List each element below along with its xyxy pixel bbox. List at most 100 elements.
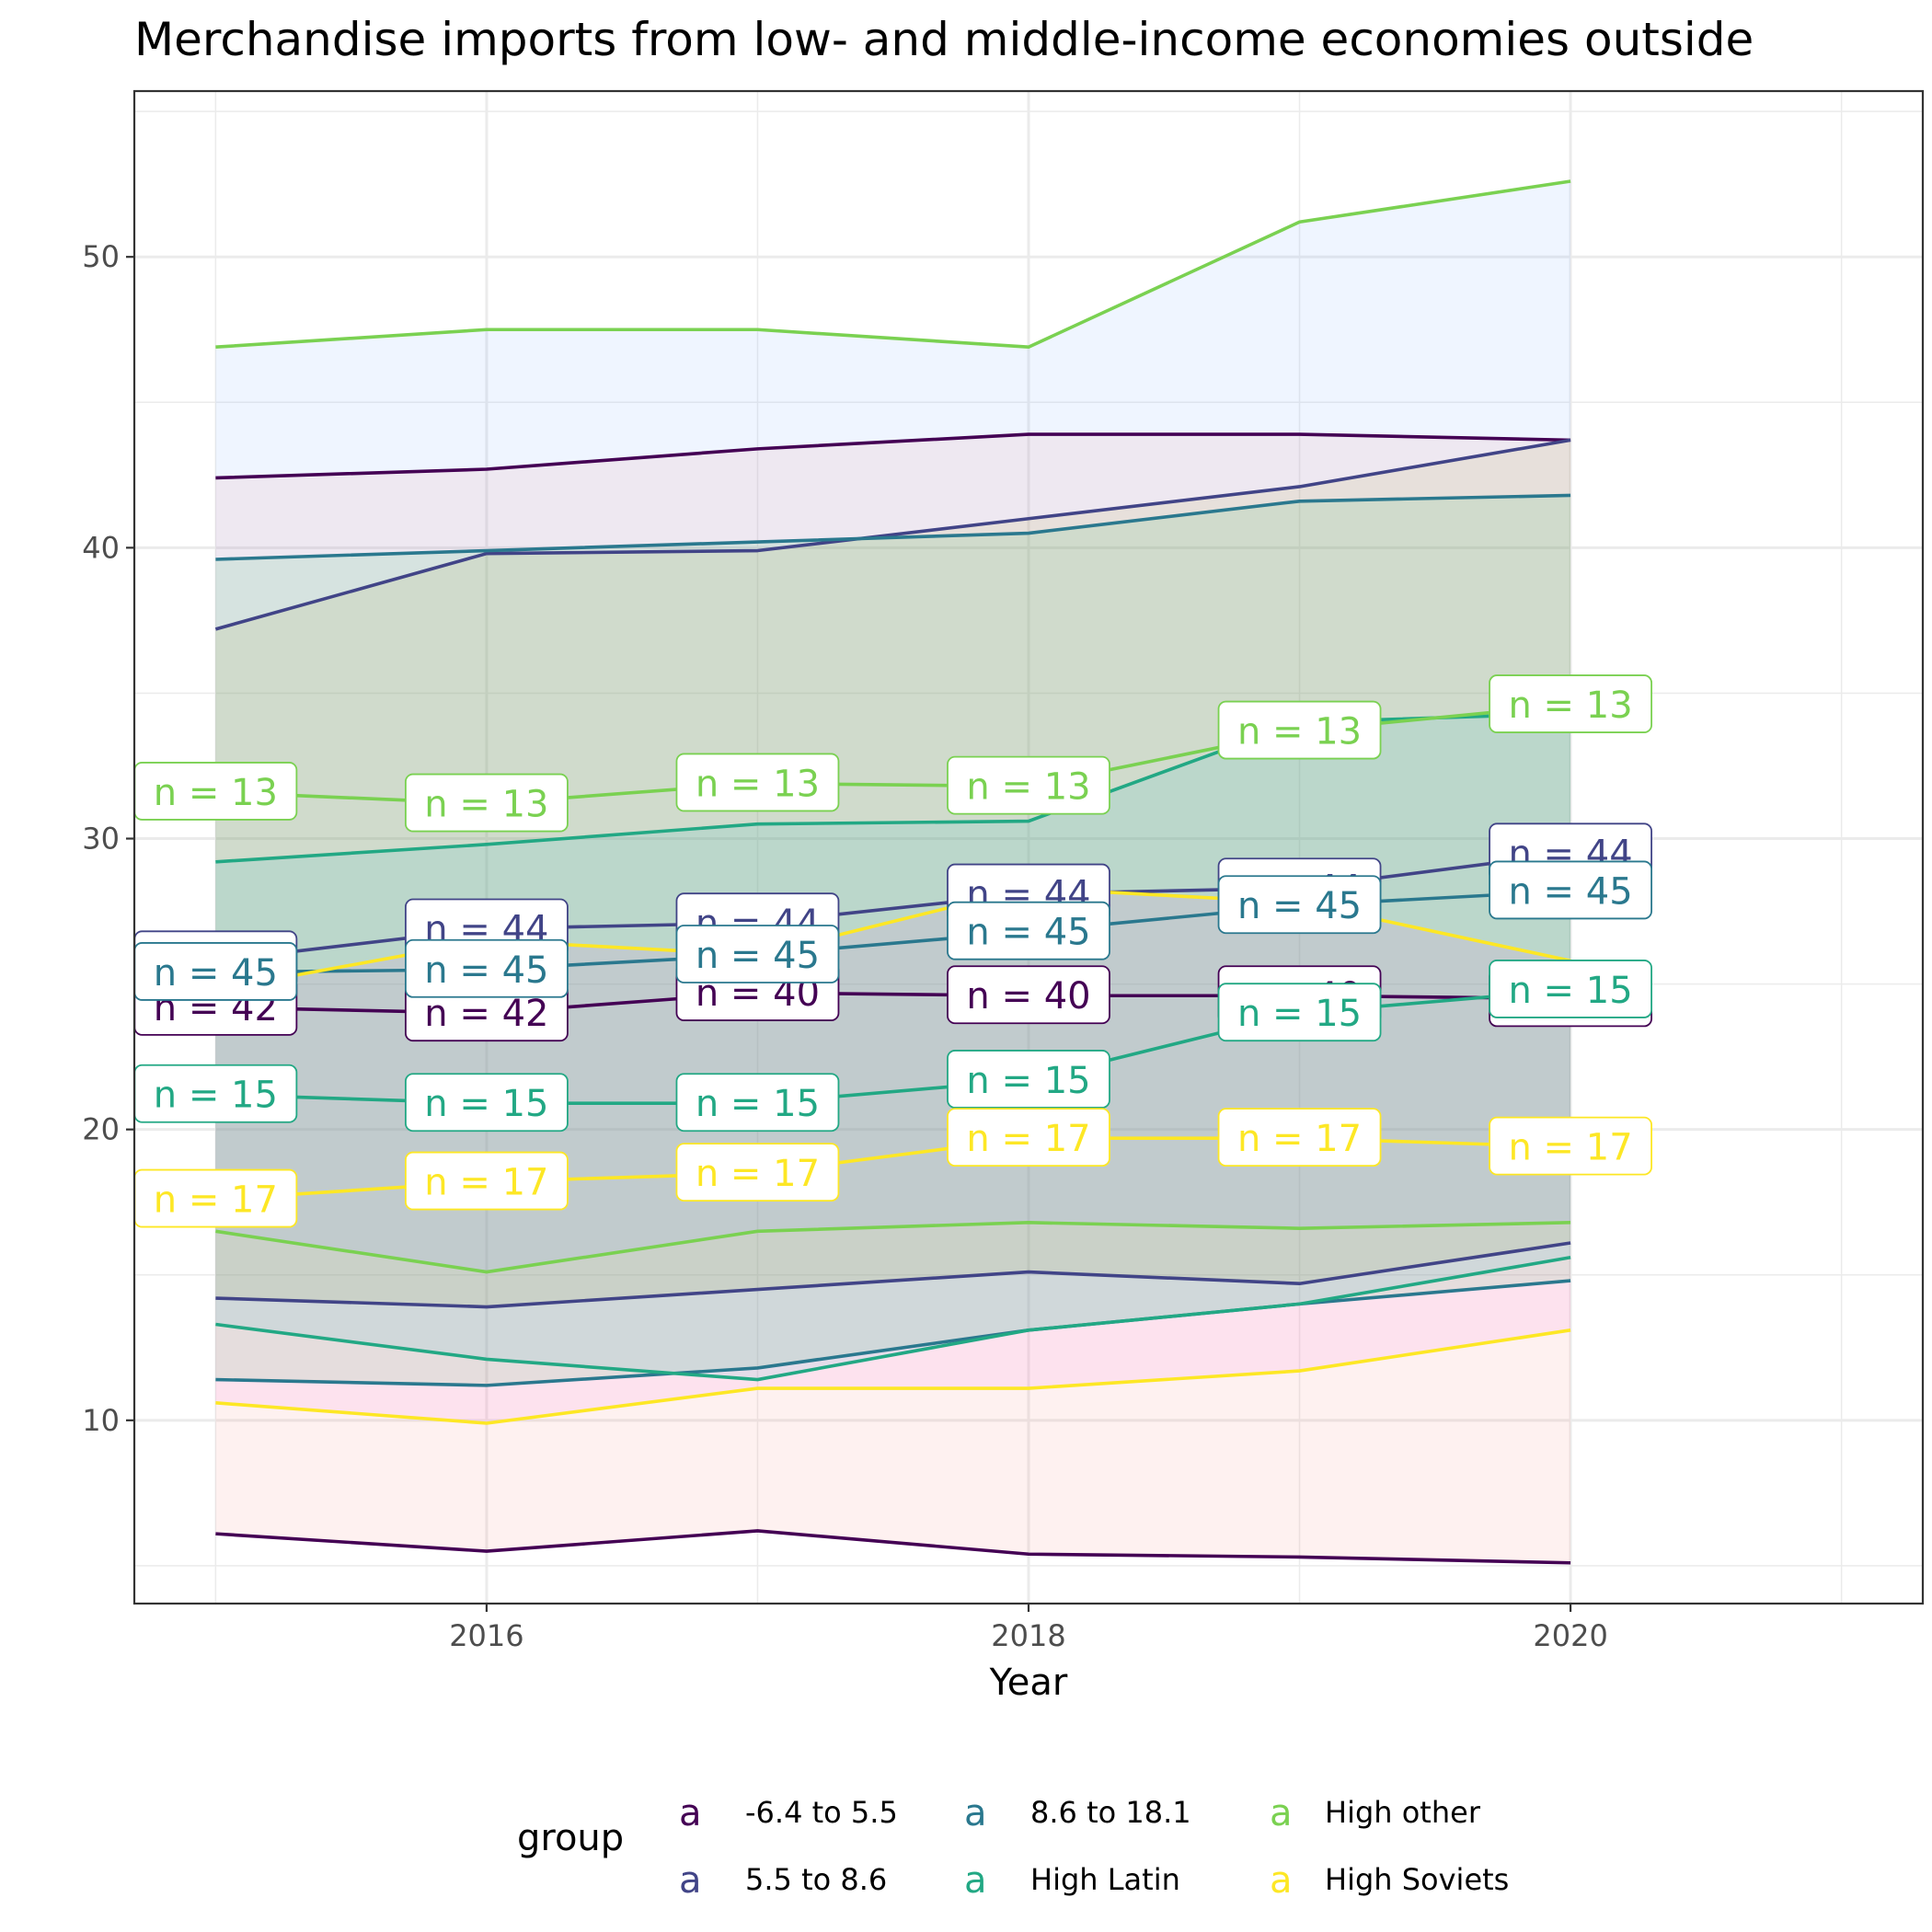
n-label-text: n = 17: [696, 1153, 820, 1195]
series-line-upper: [214, 438, 1571, 631]
n-label-box: [1489, 674, 1652, 733]
n-label-text: n = 15: [696, 1083, 820, 1125]
n-label-text: n = 45: [1508, 870, 1632, 913]
legend-label: High other: [1325, 1795, 1481, 1830]
series-line-lower: [215, 1256, 1571, 1382]
legend: group a -6.4 to 5.5 a 5.5 to 8.6 a 8.6 to 18.…: [517, 1792, 1509, 1902]
n-label-text: n = 17: [154, 1179, 278, 1222]
n-label-box: [675, 925, 840, 983]
n-label-text: n = 15: [1237, 993, 1362, 1035]
series-line-upper: [215, 432, 1571, 480]
legend-label: -6.4 to 5.5: [745, 1795, 898, 1830]
legend-key: a: [1270, 1859, 1293, 1902]
plot-area: n = 42n = 42n = 40n = 40n = 40n = 40n = …: [132, 89, 1925, 1605]
n-label-text: n = 45: [424, 949, 548, 992]
n-label: n = 15: [947, 1050, 1110, 1109]
n-label-text: n = 13: [1237, 711, 1362, 753]
n-label-text: n = 15: [424, 1083, 548, 1125]
n-label-box: [947, 1050, 1110, 1109]
n-label-box: [1489, 1116, 1652, 1176]
n-label: n = 15: [1217, 983, 1382, 1042]
n-label-box: [1217, 700, 1382, 760]
n-label-box: [675, 753, 840, 812]
n-label: n = 17: [947, 1108, 1110, 1167]
n-label-box: [405, 773, 569, 833]
n-label-text: n = 17: [424, 1162, 548, 1204]
n-label: n = 45: [675, 925, 840, 983]
legend-label: 5.5 to 8.6: [745, 1862, 887, 1897]
n-label-text: n = 13: [696, 763, 820, 805]
n-label: n = 13: [405, 773, 569, 833]
n-label-box: [1217, 875, 1382, 935]
legend-title: group: [517, 1817, 624, 1859]
n-label-text: n = 40: [966, 975, 1090, 1018]
n-label: n = 42: [405, 983, 569, 1042]
series-line-upper: [215, 493, 1571, 561]
n-label-box: [675, 1073, 840, 1133]
n-label-text: n = 45: [1237, 885, 1362, 927]
n-label: n = 17: [1489, 1116, 1652, 1176]
n-label-box: [1217, 1108, 1382, 1167]
legend-item: a 5.5 to 8.6: [679, 1859, 887, 1902]
x-tick-label: 2016: [449, 1618, 523, 1653]
legend-label: High Soviets: [1325, 1862, 1509, 1897]
n-label: n = 15: [675, 1073, 840, 1133]
legend-item: a High other: [1270, 1792, 1481, 1834]
series-line-lower: [215, 1279, 1571, 1387]
n-label: n = 13: [1489, 674, 1652, 733]
y-tick-label: 40: [82, 530, 120, 565]
y-tick-label: 50: [82, 239, 120, 274]
series-line-upper: [215, 179, 1571, 350]
n-label: n = 45: [133, 942, 298, 1001]
n-label-text: n = 13: [424, 784, 548, 826]
series-line-lower: [215, 1221, 1571, 1274]
n-label: n = 17: [405, 1151, 569, 1211]
n-label: n = 45: [947, 901, 1110, 960]
series-line-lower: [215, 1241, 1571, 1309]
n-label-box: [947, 755, 1110, 815]
n-labels: n = 42n = 42n = 40n = 40n = 40n = 40n = …: [133, 674, 1652, 1228]
n-label-text: n = 45: [966, 912, 1090, 954]
x-tick-label: 2018: [991, 1618, 1065, 1653]
legend-item: a 8.6 to 18.1: [964, 1792, 1191, 1834]
axes: 10 20 30 40 50 2016 2018 2020: [82, 239, 1608, 1653]
n-label: n = 13: [133, 762, 298, 821]
n-label: n = 15: [1489, 960, 1652, 1018]
n-label-text: n = 15: [1508, 970, 1632, 1012]
n-label: n = 45: [405, 938, 569, 998]
x-axis-title: Year: [989, 1662, 1068, 1704]
y-tick-label: 20: [82, 1112, 120, 1147]
n-label-text: n = 17: [1508, 1127, 1632, 1169]
n-label: n = 17: [1217, 1108, 1382, 1167]
n-label: n = 45: [1489, 860, 1652, 920]
legend-item: a -6.4 to 5.5: [679, 1792, 898, 1834]
n-label-box: [1489, 860, 1652, 920]
n-label-text: n = 45: [154, 952, 278, 995]
n-label: n = 13: [1217, 700, 1382, 760]
n-label-box: [1217, 983, 1382, 1042]
legend-key: a: [964, 1792, 987, 1834]
n-label-box: [1489, 960, 1652, 1018]
n-label-text: n = 42: [424, 993, 548, 1035]
x-tick-label: 2020: [1533, 1618, 1607, 1653]
n-label-box: [405, 1151, 569, 1211]
n-label-text: n = 13: [966, 766, 1090, 809]
n-label: n = 17: [675, 1143, 840, 1202]
legend-key: a: [1270, 1792, 1293, 1834]
legend-label: High Latin: [1030, 1862, 1180, 1897]
n-label-box: [947, 1108, 1110, 1167]
legend-item: a High Latin: [964, 1859, 1180, 1902]
n-label: n = 15: [133, 1064, 298, 1123]
n-label-box: [405, 938, 569, 998]
series-line-lower: [215, 1529, 1571, 1565]
n-label-box: [675, 1143, 840, 1202]
n-label-text: n = 45: [696, 935, 820, 977]
legend-key: a: [964, 1859, 987, 1902]
n-label-text: n = 15: [154, 1075, 278, 1117]
n-label: n = 40: [947, 965, 1110, 1025]
y-tick-label: 30: [82, 822, 120, 857]
n-label-text: n = 17: [1237, 1118, 1362, 1160]
n-label-text: n = 13: [1508, 684, 1632, 727]
n-label-text: n = 13: [154, 772, 278, 814]
